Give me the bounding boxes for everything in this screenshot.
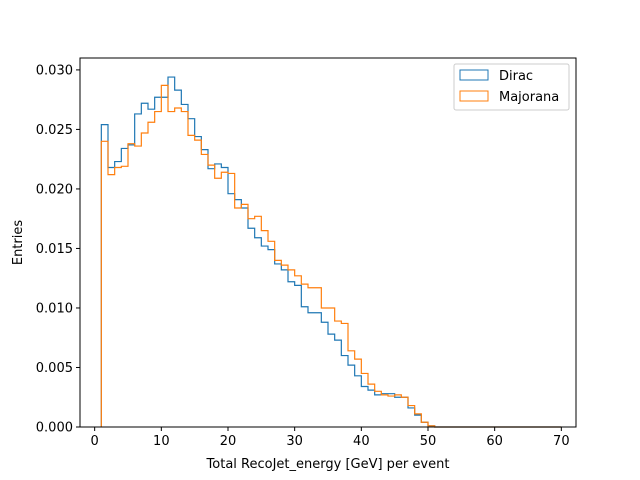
y-tick-label: 0.010 [36, 301, 73, 316]
legend-swatch-majorana [459, 90, 489, 102]
y-tick-label: 0.025 [36, 123, 73, 138]
x-axis-label: Total RecoJet_energy [GeV] per event [206, 457, 450, 472]
x-tick-label: 70 [553, 434, 570, 449]
legend-box [453, 63, 570, 111]
legend-label-dirac: Dirac [499, 69, 533, 84]
y-tick-label: 0.000 [36, 421, 73, 436]
x-tick-label: 0 [91, 434, 99, 449]
x-tick-label: 60 [486, 434, 503, 449]
x-tick-label: 20 [220, 434, 237, 449]
x-tick-label: 40 [353, 434, 370, 449]
y-tick-label: 0.005 [36, 361, 73, 376]
y-axis-ticks: 0.000 0.005 0.010 0.015 0.020 0.025 0.030 [36, 63, 80, 436]
y-tick-label: 0.020 [36, 182, 73, 197]
y-tick-label: 0.015 [36, 242, 73, 257]
x-axis-ticks: 0 10 20 30 40 50 60 70 [91, 427, 570, 449]
series-majorana-step-line [100, 84, 562, 428]
legend-label-majorana: Majorana [499, 90, 559, 105]
x-tick-label: 10 [153, 434, 170, 449]
y-axis-label: Entries [11, 220, 26, 266]
plot-frame [79, 57, 577, 428]
x-tick-label: 50 [420, 434, 437, 449]
x-tick-label: 30 [286, 434, 303, 449]
legend-swatch-dirac [459, 69, 489, 81]
y-tick-label: 0.030 [36, 63, 73, 78]
legend: Dirac Majorana [453, 63, 570, 111]
